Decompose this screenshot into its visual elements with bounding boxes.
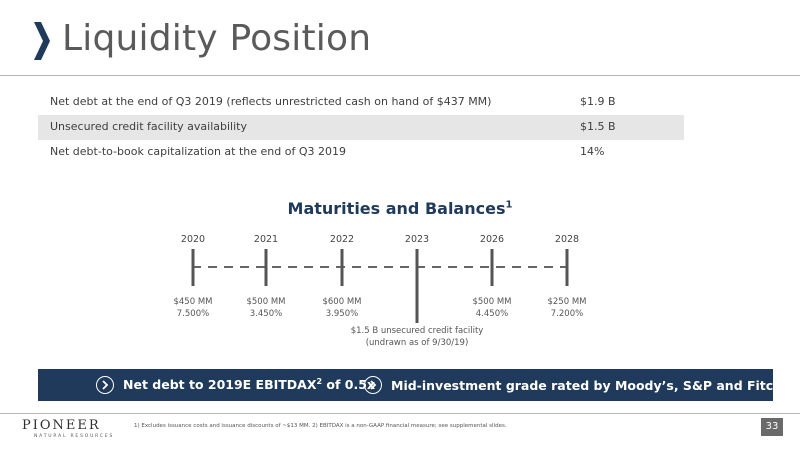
logo-tagline: NATURAL RESOURCES [34, 434, 115, 439]
rate-2026: 4.450% [476, 309, 508, 319]
amount-2022: $600 MM [322, 297, 361, 307]
chevron-right-icon [34, 22, 50, 60]
footer-divider [0, 413, 800, 414]
highlight-text: Mid-investment grade rated by Moody’s, S… [391, 377, 783, 393]
page-number: 33 [761, 418, 783, 436]
row-value: $1.5 B [580, 120, 616, 133]
amount-2026: $500 MM [472, 297, 511, 307]
footnote: 1) Excludes issuance costs and issuance … [134, 423, 507, 429]
row-value: 14% [580, 145, 605, 158]
facility-note: (undrawn as of 9/30/19) [366, 338, 469, 348]
year-label-2028: 2028 [555, 234, 579, 245]
row-value: $1.9 B [580, 95, 616, 108]
row-label: Unsecured credit facility availability [50, 120, 247, 133]
maturities-title: Maturities and Balances1 [0, 199, 800, 218]
highlight-text: Net debt to 2019E EBITDAX2 of 0.5x [123, 377, 375, 392]
highlight-net-debt: Net debt to 2019E EBITDAX2 of 0.5x [96, 369, 375, 401]
year-label-2026: 2026 [480, 234, 504, 245]
amount-2028: $250 MM [547, 297, 586, 307]
chevron-circle-icon [364, 376, 382, 394]
table-row: Net debt at the end of Q3 2019 (reflects… [38, 90, 684, 115]
rate-2021: 3.450% [250, 309, 282, 319]
rate-2020: 7.500% [177, 309, 209, 319]
chevron-circle-icon [96, 376, 114, 394]
rate-2022: 3.950% [326, 309, 358, 319]
year-label-2022: 2022 [330, 234, 354, 245]
maturities-timeline: 2020 2021 2022 2023 2026 2028 $450 MM 7.… [173, 234, 586, 348]
amount-2020: $450 MM [173, 297, 212, 307]
row-label: Net debt at the end of Q3 2019 (reflects… [50, 95, 492, 108]
highlights-bar: Net debt to 2019E EBITDAX2 of 0.5x Mid-i… [38, 369, 782, 401]
table-row: Net debt-to-book capitalization at the e… [38, 140, 684, 165]
year-label-2020: 2020 [181, 234, 205, 245]
table-row: Unsecured credit facility availability $… [38, 115, 684, 140]
company-logo: PIONEER NATURAL RESOURCES [22, 418, 114, 439]
logo-wordmark: PIONEER [22, 418, 101, 433]
page-title: Liquidity Position [62, 18, 372, 59]
highlight-rating: Mid-investment grade rated by Moody’s, S… [364, 369, 782, 401]
title-divider [0, 75, 800, 76]
row-label: Net debt-to-book capitalization at the e… [50, 145, 346, 158]
highlight-text-tail: of 0.5x [322, 377, 376, 393]
year-label-2021: 2021 [254, 234, 278, 245]
liquidity-summary-table: Net debt at the end of Q3 2019 (reflects… [38, 90, 684, 165]
footnote-marker: 1 [505, 199, 513, 211]
footnote-marker: 2 [316, 377, 323, 387]
amount-2021: $500 MM [246, 297, 285, 307]
rate-2028: 7.200% [551, 309, 583, 319]
highlight-text-main: Net debt to 2019E EBITDAX [123, 377, 317, 393]
maturities-title-text: Maturities and Balances [287, 199, 506, 218]
year-label-2023: 2023 [405, 234, 429, 245]
facility-label: $1.5 B unsecured credit facility [351, 326, 484, 336]
